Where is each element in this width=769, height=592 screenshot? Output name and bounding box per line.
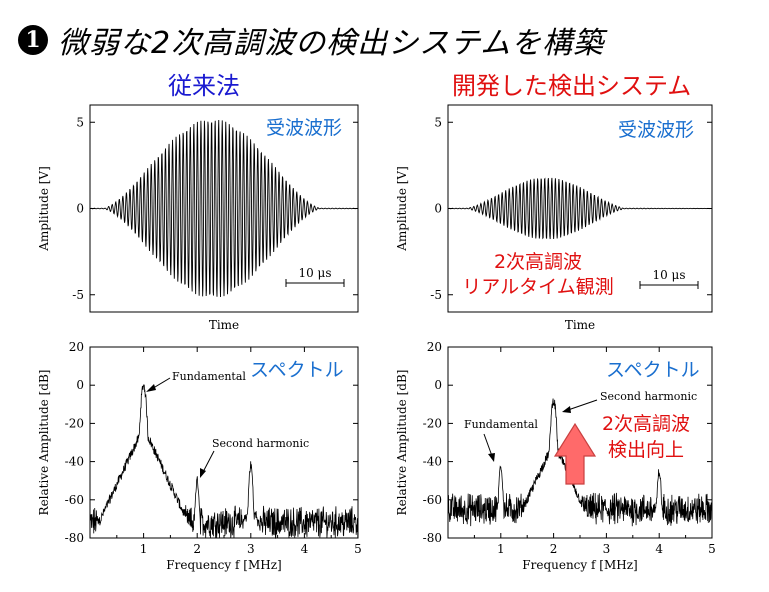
left-waveform-xlabel: Time (209, 318, 239, 332)
right-waveform-ylabel: Amplitude [V] (395, 166, 409, 252)
right-second-harmonic-label: Second harmonic (600, 390, 697, 403)
left-fundamental-arrowhead (146, 384, 156, 392)
right-spectrum-ytick-label: 20 (427, 340, 442, 354)
left-waveform-series-line (90, 119, 357, 297)
right-waveform-ytick-label: 0 (434, 202, 442, 216)
right-spectrum-ytick-label: 0 (434, 378, 442, 392)
right-column-title: 開発した検出システム (452, 72, 692, 100)
left-second-harmonic-arrowhead (200, 468, 206, 478)
right-fundamental-label: Fundamental (464, 418, 538, 431)
left-spectrum-xtick-label: 1 (140, 542, 148, 556)
left-spectrum-xtick-label: 5 (354, 542, 362, 556)
right-spectrum-xtick-label: 3 (603, 542, 611, 556)
right-spectrum-ytick-label: -20 (423, 416, 442, 430)
right-waveform-ytick-label: 5 (434, 115, 442, 129)
left-spectrum-xtick-label: 2 (193, 542, 201, 556)
right-spectrum-ytick-label: -80 (423, 531, 442, 545)
left-spectrum-series-line (90, 384, 359, 540)
left-spectrum-xtick-label: 4 (301, 542, 309, 556)
headline: 1 微弱な2次高調波の検出システムを構築 (18, 18, 604, 62)
up-arrow-icon (553, 422, 597, 485)
right-spectrum-xtick-label: 2 (550, 542, 558, 556)
realtime-label-line1: 2次高調波 (494, 251, 582, 273)
detect-label-line2: 検出向上 (608, 439, 684, 461)
left-second-harmonic-label: Second harmonic (212, 437, 309, 450)
right-spectrum-ylabel: Relative Amplitude [dB] (395, 370, 409, 516)
left-spectrum-ytick-label: -60 (65, 493, 84, 507)
left-column-title: 従来法 (168, 72, 240, 100)
right-second-harmonic-arrowhead (562, 406, 571, 413)
realtime-label-line2: リアルタイム観測 (462, 276, 613, 298)
left-waveform-axes: -5 0 5 Time Amplitude [V] (37, 104, 359, 332)
left-waveform-label: 受波波形 (266, 117, 342, 139)
left-spectrum-xtick-label: 3 (247, 542, 255, 556)
left-waveform-ytick-label: 5 (76, 115, 84, 129)
left-scale-bar-label: 10 μs (298, 266, 331, 280)
right-spectrum-ytick-label: -40 (423, 455, 442, 469)
right-spectrum-xtick-label: 4 (655, 542, 663, 556)
right-waveform-axes: -5 0 5 Time Amplitude [V] (395, 104, 713, 332)
left-spectrum-label: スペクトル (250, 359, 344, 381)
right-spectrum-xlabel: Frequency f [MHz] (522, 558, 637, 572)
right-spectrum-xtick-label: 1 (497, 542, 505, 556)
right-scale-bar-label: 10 μs (652, 268, 685, 282)
left-spectrum-ytick-label: -20 (65, 416, 84, 430)
left-waveform-ytick-label: 0 (76, 202, 84, 216)
left-spectrum-ytick-label: -80 (65, 531, 84, 545)
left-spectrum-ylabel: Relative Amplitude [dB] (37, 370, 51, 516)
right-waveform-label: 受波波形 (618, 119, 694, 141)
left-spectrum-axes: 20 0 -20 -40 -60 -80 1 2 3 4 5 Frequency f [MHz] Rel… (37, 340, 362, 572)
right-waveform-ytick-label: -5 (430, 288, 442, 302)
right-spectrum-ytick-label: -60 (423, 493, 442, 507)
right-fundamental-arrow (483, 433, 493, 457)
right-waveform-xlabel: Time (565, 318, 595, 332)
right-fundamental-arrowhead (488, 453, 495, 462)
left-spectrum-ytick-label: -40 (65, 455, 84, 469)
right-spectrum-xtick-label: 5 (708, 542, 716, 556)
left-waveform-ylabel: Amplitude [V] (37, 166, 51, 252)
right-spectrum-label: スペクトル (606, 359, 700, 381)
left-spectrum-ytick-label: 20 (69, 340, 84, 354)
left-spectrum-ytick-label: 0 (76, 378, 84, 392)
left-waveform-ytick-label: -5 (72, 288, 84, 302)
headline-text: 微弱な2次高調波の検出システムを構築 (58, 26, 605, 61)
right-second-harmonic-arrow (567, 399, 598, 411)
left-fundamental-label: Fundamental (172, 370, 246, 383)
left-spectrum-xlabel: Frequency f [MHz] (166, 558, 281, 572)
right-spectrum-series-line (448, 398, 713, 527)
headline-number-badge: 1 (18, 25, 48, 55)
right-spectrum-axes: 20 0 -20 -40 -60 -80 1 2 3 4 5 Frequency f [MHz] Rel… (395, 340, 716, 572)
right-waveform-series-line (448, 177, 711, 240)
detect-label-line1: 2次高調波 (602, 413, 690, 435)
